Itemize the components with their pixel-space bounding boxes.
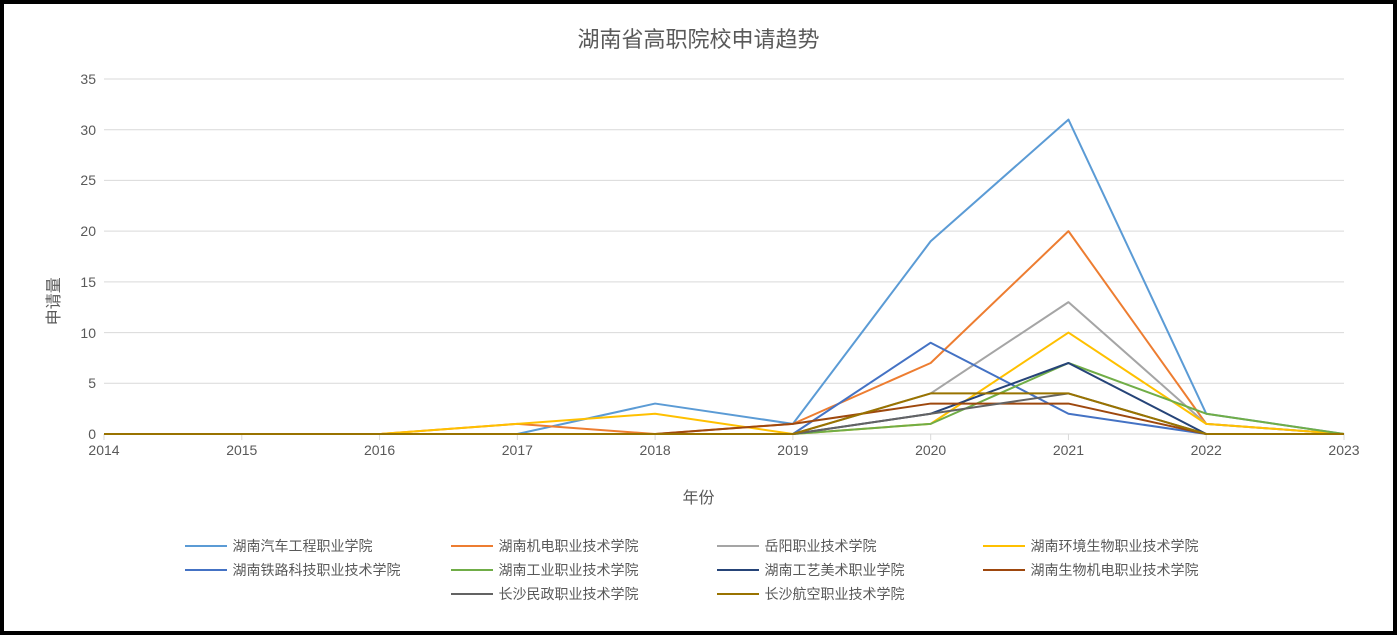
line-chart-svg [104,79,1344,434]
x-tick-label: 2021 [1053,442,1084,458]
x-tick-label: 2014 [88,442,119,458]
legend-label: 湖南铁路科技职业技术学院 [233,560,401,580]
x-tick-label: 2017 [502,442,533,458]
y-tick-label: 20 [80,223,96,239]
legend-label: 湖南汽车工程职业学院 [233,536,373,556]
x-tick-label: 2016 [364,442,395,458]
chart-title: 湖南省高职院校申请趋势 [4,22,1393,54]
chart-frame: 湖南省高职院校申请趋势 申请量 051015202530352014201520… [0,0,1397,635]
y-tick-label: 5 [88,375,96,391]
y-tick-label: 10 [80,325,96,341]
legend-label: 湖南环境生物职业技术学院 [1031,536,1199,556]
legend-item: 湖南环境生物职业技术学院 [983,536,1213,556]
legend-label: 长沙民政职业技术学院 [499,584,639,604]
legend-swatch [983,569,1025,571]
legend-item: 湖南汽车工程职业学院 [185,536,415,556]
y-tick-label: 0 [88,426,96,442]
legend-item: 湖南铁路科技职业技术学院 [185,560,415,580]
y-tick-label: 15 [80,274,96,290]
legend-swatch [717,593,759,595]
legend-label: 湖南生物机电职业技术学院 [1031,560,1199,580]
legend-swatch [185,545,227,547]
y-tick-label: 35 [80,71,96,87]
x-tick-label: 2022 [1191,442,1222,458]
legend-item: 长沙航空职业技术学院 [717,584,947,604]
y-axis-label: 申请量 [40,277,64,325]
legend-swatch [717,569,759,571]
y-tick-label: 25 [80,172,96,188]
series-line [104,120,1344,434]
legend-item: 湖南工艺美术职业学院 [717,560,947,580]
legend-swatch [717,545,759,547]
x-tick-label: 2023 [1328,442,1359,458]
legend-item: 湖南生物机电职业技术学院 [983,560,1213,580]
legend-label: 长沙航空职业技术学院 [765,584,905,604]
legend-swatch [451,593,493,595]
legend-item: 长沙民政职业技术学院 [451,584,681,604]
legend-item: 湖南工业职业技术学院 [451,560,681,580]
x-tick-label: 2015 [226,442,257,458]
x-tick-label: 2020 [915,442,946,458]
x-tick-label: 2018 [640,442,671,458]
plot-area: 0510152025303520142015201620172018201920… [104,79,1344,434]
legend-swatch [451,545,493,547]
legend-swatch [451,569,493,571]
legend-item: 岳阳职业技术学院 [717,536,947,556]
legend-label: 湖南工业职业技术学院 [499,560,639,580]
x-tick-label: 2019 [777,442,808,458]
legend: 湖南汽车工程职业学院 湖南机电职业技术学院 岳阳职业技术学院 湖南环境生物职业技术学院… [4,534,1393,606]
y-tick-label: 30 [80,122,96,138]
legend-label: 湖南机电职业技术学院 [499,536,639,556]
legend-item: 湖南机电职业技术学院 [451,536,681,556]
legend-swatch [983,545,1025,547]
legend-label: 湖南工艺美术职业学院 [765,560,905,580]
legend-label: 岳阳职业技术学院 [765,536,877,556]
legend-swatch [185,569,227,571]
x-axis-label: 年份 [4,484,1393,508]
